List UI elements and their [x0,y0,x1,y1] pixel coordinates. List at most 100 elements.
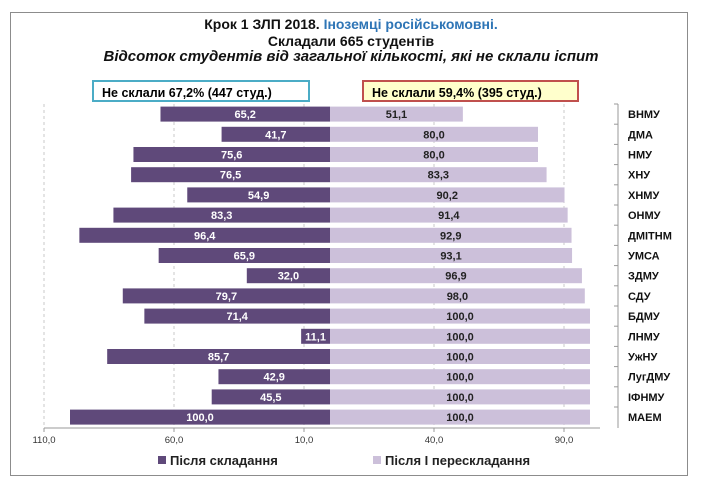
bar-left [144,308,330,324]
category-label: БДМУ [628,311,660,323]
data-label-left: 100,0 [186,412,214,424]
data-label-left: 54,9 [248,190,269,202]
legend-label: Після І перескладання [385,453,531,468]
category-label: СДУ [628,291,651,303]
bar-right [330,167,547,183]
bar-left [133,147,330,162]
chart-frame [10,12,688,476]
chart-subtitle: Відсоток студентів від загальної кількос… [103,48,599,65]
data-label-right: 96,9 [445,271,466,283]
bar-right [330,268,582,284]
bar-left [160,106,330,122]
bar-left [218,369,330,385]
data-label-right: 100,0 [446,392,474,404]
bar-right [330,106,463,122]
data-label-right: 100,0 [446,412,474,424]
category-label: ВНМУ [628,109,660,121]
x-tick-label: 90,0 [555,435,574,446]
x-tick-label: 60,0 [165,435,184,446]
data-label-left: 85,7 [208,352,229,364]
bar-left [187,187,330,203]
category-label: ХНУ [628,170,650,182]
legend-swatch [158,456,166,464]
legend-item-left: Після складання [158,453,278,468]
data-label-right: 93,1 [440,251,461,263]
bar-right [330,227,572,243]
data-label-right: 100,0 [446,311,474,323]
bar-right [330,369,590,385]
bar-right [330,288,585,304]
bar-right [330,126,538,142]
x-tick-label: 10,0 [295,435,314,446]
data-label-right: 90,2 [437,190,458,202]
bar-left [107,349,331,364]
bar-left [246,268,330,284]
data-label-right: 80,0 [423,129,444,141]
bar-left [113,207,330,223]
bar-right [330,409,590,425]
data-label-right: 92,9 [440,230,461,242]
data-label-left: 45,5 [260,392,281,404]
data-label-right: 100,0 [446,352,474,364]
bar-left [70,409,330,425]
data-label-right: 91,4 [438,210,460,222]
left-annotation: Не склали 67,2% (447 студ.) [92,80,310,102]
title-highlight: Іноземці російськомовні. [323,16,498,32]
bar-right [330,308,590,324]
category-label: УМСА [628,251,660,263]
bar-right [330,207,568,223]
category-label: УжНУ [628,352,657,364]
bar-right [330,147,538,162]
data-label-left: 79,7 [216,291,237,303]
category-label: ЛНМУ [628,331,660,343]
data-label-left: 41,7 [265,129,286,141]
category-label: ДМІТНМ [628,230,672,242]
bar-right [330,328,590,344]
category-label: ДМА [628,129,653,141]
data-label-right: 80,0 [423,150,444,162]
bar-left [221,126,330,142]
category-label: ЗДМУ [628,271,659,283]
category-label: МАЕМ [628,412,662,424]
right-annotation: Не склали 59,4% (395 студ.) [362,80,579,102]
data-label-left: 75,6 [221,150,242,162]
bar-left [131,167,330,183]
data-label-left: 11,1 [305,331,326,343]
chart-title: Крок 1 ЗЛП 2018. Іноземці російськомовні… [0,16,702,32]
x-tick-label: 110,0 [32,435,55,446]
bar-left [158,248,330,263]
data-label-left: 71,4 [226,311,248,323]
bar-left [79,227,330,243]
legend-item-right: Після І перескладання [373,453,530,468]
data-label-left: 96,4 [194,230,216,242]
bar-left [122,288,330,304]
category-label: ОНМУ [628,210,661,222]
category-label: НМУ [628,150,652,162]
data-label-right: 83,3 [428,170,449,182]
category-label: ІФНМУ [628,392,665,404]
data-label-right: 100,0 [446,372,474,384]
chart-title-line2: Складали 665 студентів [267,33,435,49]
bar-right [330,349,590,364]
category-label: ЛугДМУ [628,372,670,384]
data-label-left: 83,3 [211,210,232,222]
data-label-right: 100,0 [446,331,474,343]
bar-right [330,389,590,405]
data-label-left: 42,9 [264,372,285,384]
data-label-left: 65,9 [234,251,255,263]
category-label: ХНМУ [628,190,659,202]
data-label-left: 65,2 [235,109,256,121]
bar-left [211,389,330,405]
data-label-right: 51,1 [386,109,407,121]
bar-right [330,187,565,203]
data-label-left: 76,5 [220,170,241,182]
data-label-right: 98,0 [447,291,468,303]
x-tick-label: 40,0 [425,435,444,446]
data-label-left: 32,0 [278,271,299,283]
title-prefix: Крок 1 ЗЛП 2018. [204,16,320,32]
legend-label: Після складання [170,453,278,468]
bar-right [330,248,573,263]
legend-swatch [373,456,381,464]
